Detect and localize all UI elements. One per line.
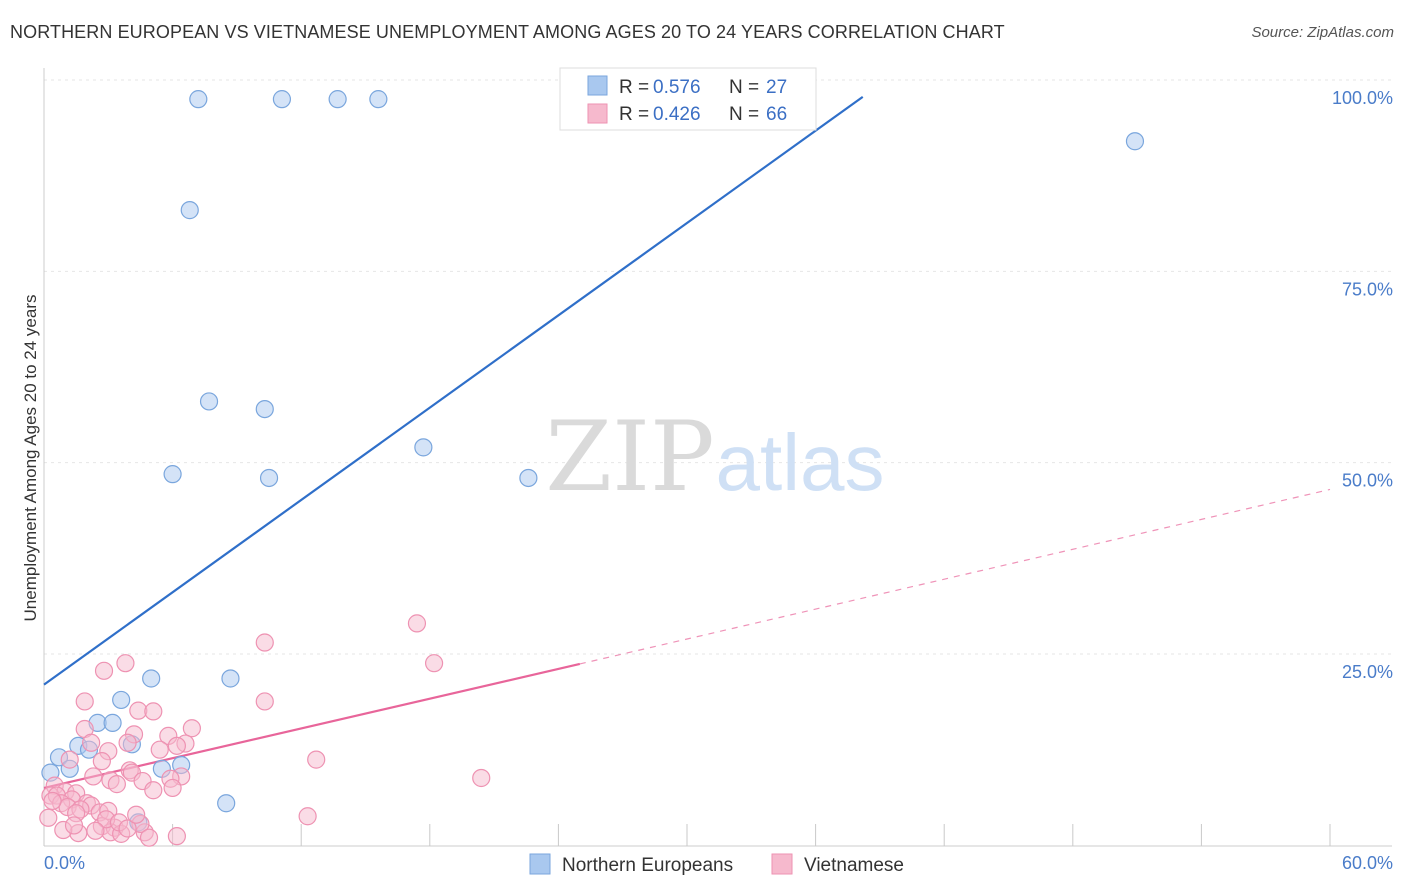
vietnamese-point bbox=[167, 827, 186, 846]
watermark-zip: ZIP bbox=[545, 401, 714, 513]
vietnamese-point bbox=[60, 750, 79, 769]
vietnamese-point bbox=[86, 821, 105, 840]
vietnamese-point bbox=[255, 692, 274, 711]
vietnamese-point bbox=[144, 781, 163, 800]
vietnamese-point bbox=[43, 791, 62, 811]
northern-european-point bbox=[103, 713, 122, 732]
vietnamese-point bbox=[407, 614, 427, 633]
vietnamese-point bbox=[116, 654, 135, 673]
vietnamese-point bbox=[167, 736, 186, 755]
series-legend-swatch-northern-europeans bbox=[529, 853, 551, 875]
stats-legend: R = 0.576 N = 27 R = 0.426 N = 66 bbox=[559, 67, 817, 131]
y-tick-label: 100.0% bbox=[1332, 88, 1393, 108]
vietnamese-point bbox=[118, 819, 137, 838]
source-credit: Source: ZipAtlas.com bbox=[1251, 24, 1394, 41]
series-legend-swatch-vietnamese bbox=[771, 853, 793, 875]
northern-european-point bbox=[1125, 132, 1145, 151]
chart-title: NORTHERN EUROPEAN VS VIETNAMESE UNEMPLOY… bbox=[10, 22, 1005, 42]
vietnamese-point bbox=[107, 775, 126, 794]
vietnamese-point bbox=[118, 733, 137, 752]
vietnamese-point bbox=[139, 828, 159, 847]
watermark-atlas: atlas bbox=[716, 418, 885, 507]
vietnamese-point bbox=[64, 816, 84, 835]
vietnamese-point bbox=[75, 692, 94, 711]
series-legend: Northern Europeans Vietnamese bbox=[529, 853, 904, 876]
y-axis-label: Unemployment Among Ages 20 to 24 years bbox=[21, 295, 40, 622]
grid-layer bbox=[44, 79, 1392, 655]
legend-n-label-pink: N = bbox=[729, 104, 759, 125]
vietnamese-point bbox=[182, 719, 201, 738]
legend-swatch-blue bbox=[587, 75, 608, 96]
legend-r-label-blue: R = bbox=[619, 77, 649, 98]
x-tick-label: 60.0% bbox=[1342, 853, 1393, 873]
vietnamese-point bbox=[255, 633, 274, 652]
vietnamese-point bbox=[39, 808, 58, 827]
legend-r-label-pink: R = bbox=[619, 104, 649, 125]
northern-european-point bbox=[163, 465, 182, 484]
northern-european-trendline bbox=[43, 95, 864, 686]
vietnamese-point bbox=[84, 767, 103, 786]
northern-european-point bbox=[519, 468, 538, 488]
northern-european-point bbox=[328, 90, 347, 109]
northern-european-point bbox=[369, 90, 388, 109]
vietnamese-point bbox=[144, 702, 163, 721]
northern-european-point bbox=[142, 669, 161, 688]
northern-european-point bbox=[414, 438, 433, 457]
y-tick-label: 50.0% bbox=[1342, 471, 1393, 491]
vietnamese-point bbox=[82, 733, 101, 752]
northern-european-point bbox=[180, 201, 199, 220]
northern-european-point bbox=[255, 399, 274, 419]
northern-european-point bbox=[189, 90, 208, 109]
vietnamese-point bbox=[127, 805, 146, 824]
x-tick-label: 0.0% bbox=[44, 853, 85, 873]
y-tick-label: 75.0% bbox=[1342, 279, 1393, 299]
y-tick-label: 25.0% bbox=[1342, 662, 1393, 682]
northern-european-point bbox=[112, 690, 131, 710]
vietnamese-point bbox=[163, 778, 182, 798]
northern-european-point bbox=[199, 392, 219, 411]
legend-n-value-blue: 27 bbox=[766, 77, 787, 98]
northern-european-point bbox=[221, 669, 240, 688]
vietnamese-point bbox=[94, 661, 114, 680]
legend-r-value-blue: 0.576 bbox=[653, 77, 701, 98]
vietnamese-point bbox=[472, 768, 491, 788]
vietnamese-trendline-extension bbox=[579, 488, 1331, 665]
legend-n-value-pink: 66 bbox=[766, 104, 787, 125]
legend-n-label-blue: N = bbox=[729, 77, 759, 98]
vietnamese-point bbox=[150, 740, 169, 759]
axis-layer: 25.0% 50.0% 75.0% 100.0% 0.0% 60.0% bbox=[43, 68, 1393, 873]
points-layer bbox=[39, 90, 1145, 847]
northern-european-point bbox=[217, 794, 236, 813]
legend-r-value-pink: 0.426 bbox=[653, 104, 701, 125]
northern-european-point bbox=[259, 468, 279, 488]
vietnamese-point bbox=[307, 750, 326, 769]
vietnamese-point bbox=[298, 807, 317, 826]
series-legend-label-northern-europeans: Northern Europeans bbox=[562, 855, 733, 876]
vietnamese-point bbox=[424, 654, 444, 673]
series-legend-label-vietnamese: Vietnamese bbox=[804, 855, 904, 876]
vietnamese-point bbox=[92, 752, 111, 771]
legend-swatch-pink bbox=[587, 103, 608, 124]
northern-european-point bbox=[272, 90, 292, 109]
